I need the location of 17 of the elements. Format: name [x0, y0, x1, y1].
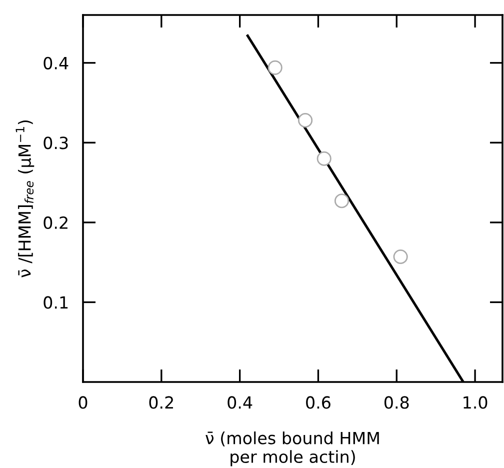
- x-tick-label: 0.2: [149, 396, 173, 409]
- x-tick-label: 0.6: [306, 396, 330, 409]
- y-tick-label: 0.1: [44, 296, 68, 309]
- x-tick-label: 0.8: [384, 396, 409, 409]
- y-tick-label: 0.2: [44, 216, 68, 230]
- x-tick-label: 0: [78, 396, 88, 409]
- point: [393, 249, 408, 264]
- point: [316, 151, 332, 166]
- point: [334, 194, 350, 208]
- y-tick-label: 0.3: [44, 136, 68, 150]
- x-tick-label: 1.0: [464, 396, 488, 409]
- point: [298, 113, 313, 128]
- x-axis-title: ν̄ (moles bound HMM per mole actin): [206, 431, 379, 466]
- point: [268, 60, 282, 75]
- y-tick-label: 0.4: [44, 56, 68, 70]
- x-tick-label: 0.4: [228, 396, 252, 409]
- y-axis-title: ν̄ /[HMM]$_{free}$ (μM$^{−1}$): [16, 120, 34, 278]
